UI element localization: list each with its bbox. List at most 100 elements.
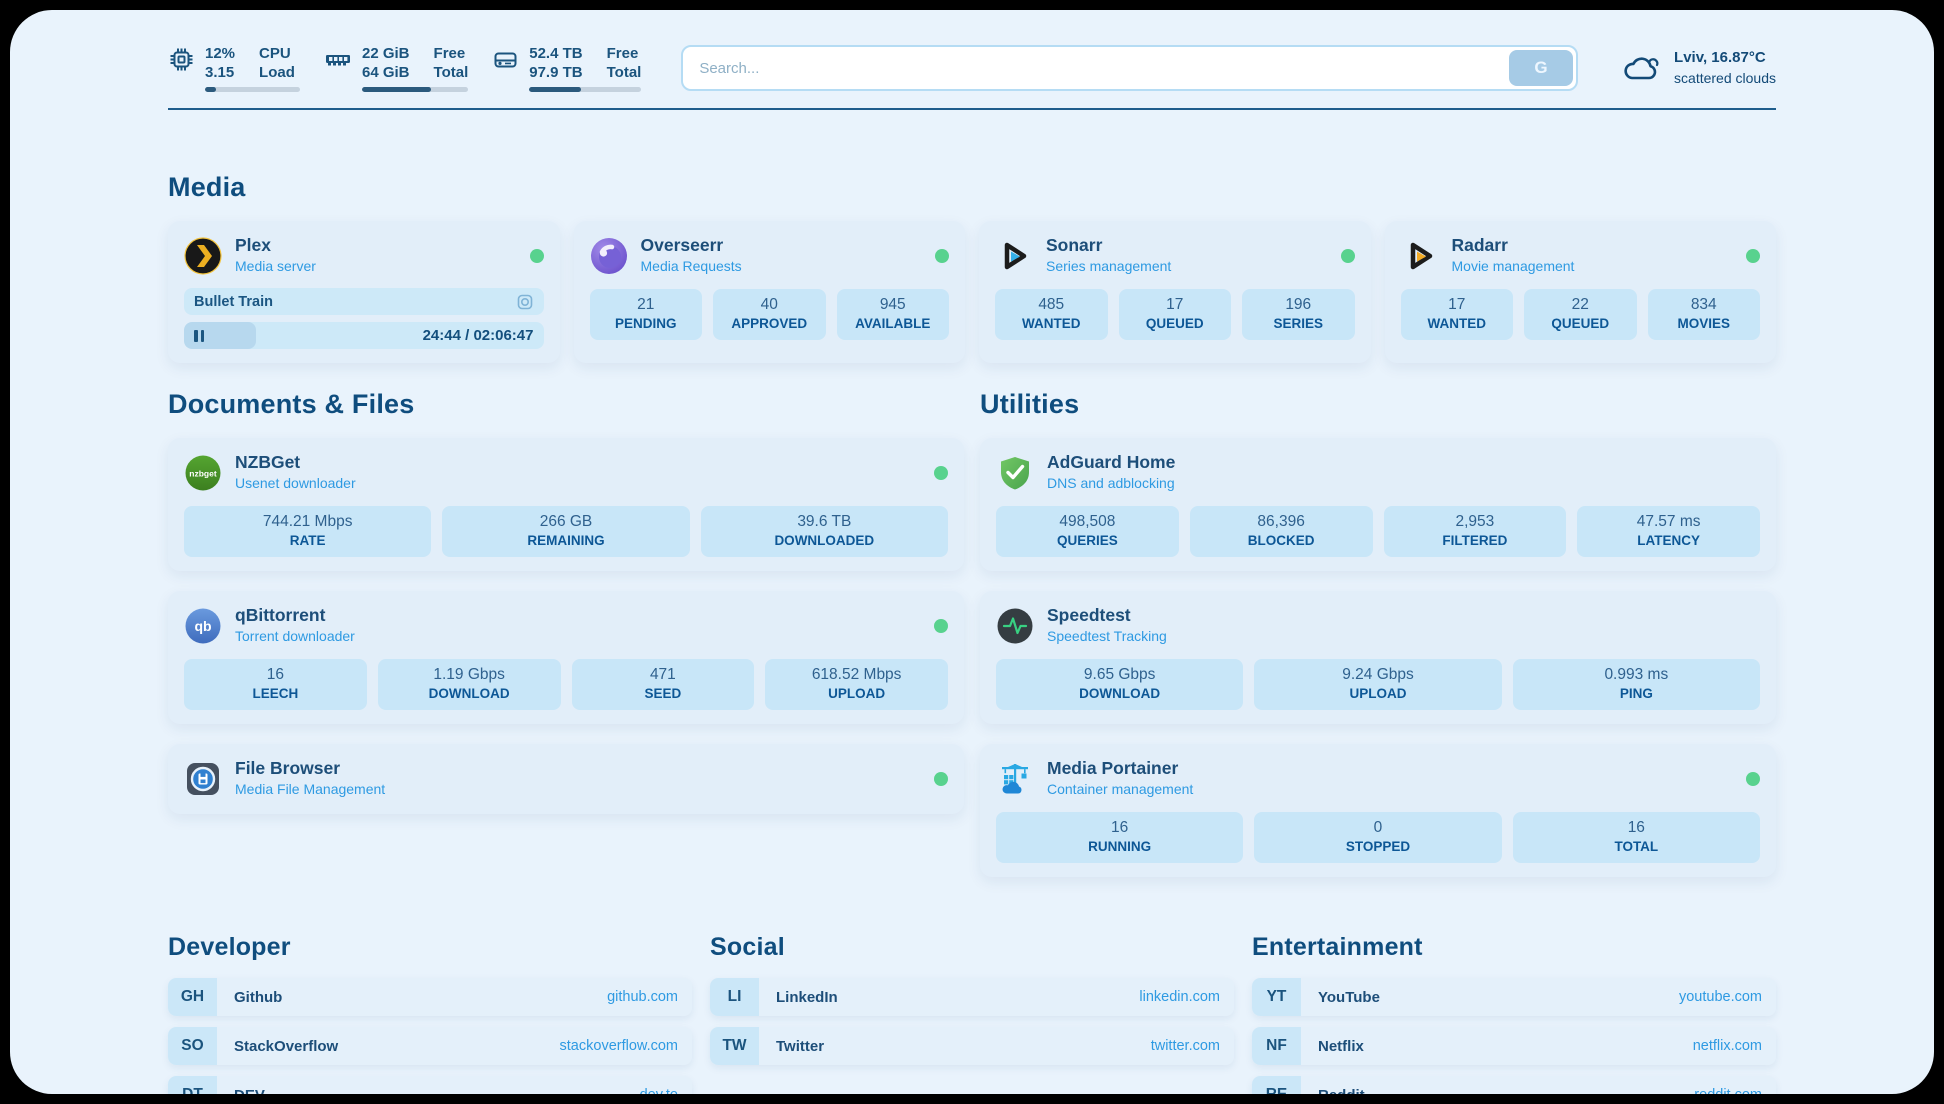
link-abbr-badge: LI [710, 978, 759, 1016]
disk-icon [492, 46, 519, 73]
adguard-card[interactable]: AdGuard Home DNS and adblocking 498,508 … [980, 438, 1776, 571]
status-dot [1746, 249, 1760, 263]
now-playing-row: Bullet Train [184, 288, 544, 315]
stat-box: 0.993 ms PING [1512, 659, 1760, 710]
app-name: NZBGet [235, 452, 301, 472]
search-input[interactable] [681, 45, 1579, 91]
stat-box: 40 APPROVED [713, 289, 826, 340]
developer-links: Developer GH Github github.com SO StackO… [168, 933, 692, 1094]
cpu-stat-group: 12% 3.15 CPU Load [168, 44, 300, 92]
speedtest-card[interactable]: Speedtest Speedtest Tracking 9.65 Gbps D… [980, 591, 1776, 724]
link-abbr-badge: DT [168, 1076, 217, 1094]
weather-widget: Lviv, 16.87°C scattered clouds [1622, 48, 1776, 88]
link-youtube[interactable]: YT YouTube youtube.com [1252, 978, 1776, 1016]
link-abbr-badge: GH [168, 978, 217, 1016]
status-dot [935, 249, 949, 263]
stat-box: 17 QUEUED [1118, 289, 1231, 340]
status-dot [1746, 772, 1760, 786]
cpu-progress-bar [205, 87, 300, 92]
cpu-usage-value: 12% [205, 45, 236, 62]
app-name: AdGuard Home [1047, 452, 1176, 472]
app-name: File Browser [235, 758, 341, 778]
link-dev[interactable]: DT DEV dev.to [168, 1076, 692, 1094]
link-twitter[interactable]: TW Twitter twitter.com [710, 1027, 1234, 1065]
svg-text:qb: qb [194, 618, 211, 634]
overseerr-icon [590, 237, 628, 275]
app-description: Media Requests [640, 258, 742, 274]
section-title-media: Media [168, 172, 246, 202]
playback-time: 24:44 / 02:06:47 [422, 327, 534, 344]
app-name: qBittorrent [235, 605, 326, 625]
status-dot [934, 772, 948, 786]
cpu-icon [168, 46, 195, 73]
portainer-card[interactable]: Media Portainer Container management 16 … [980, 744, 1776, 877]
ram-free-value: 22 GiB [362, 45, 410, 62]
media-type-icon[interactable] [516, 293, 534, 311]
link-abbr-badge: SO [168, 1027, 217, 1065]
app-name: Sonarr [1046, 235, 1103, 255]
stat-box: 2,953 FILTERED [1383, 506, 1567, 557]
weather-condition: scattered clouds [1674, 70, 1776, 86]
cpu-usage-label: CPU [259, 45, 291, 62]
stat-box: 86,396 BLOCKED [1189, 506, 1373, 557]
search-engine-button[interactable]: G [1509, 50, 1574, 86]
ram-progress-bar [362, 87, 469, 92]
sonarr-card[interactable]: Sonarr Series management 485 WANTED 17 Q… [979, 221, 1371, 363]
entertainment-links: Entertainment YT YouTube youtube.com NF … [1252, 933, 1776, 1094]
stat-box: 471 SEED [571, 659, 755, 710]
app-name: Overseerr [640, 235, 724, 255]
section-title-social: Social [710, 933, 785, 961]
overseerr-card[interactable]: Overseerr Media Requests 21 PENDING 40 A… [573, 221, 965, 363]
disk-stat-group: 52.4 TB 97.9 TB Free Total [492, 44, 642, 92]
section-title-developer: Developer [168, 933, 291, 961]
link-reddit[interactable]: RE Reddit reddit.com [1252, 1076, 1776, 1094]
plex-card[interactable]: Plex Media server Bullet Train [168, 221, 560, 363]
app-name: Media Portainer [1047, 758, 1179, 778]
app-description: DNS and adblocking [1047, 475, 1175, 491]
stat-box: 196 SERIES [1242, 289, 1355, 340]
section-title-documents: Documents & Files [168, 389, 415, 419]
nzbget-card[interactable]: nzbget NZBGet Usenet downloader 744.21 M… [168, 438, 964, 571]
app-description: Media File Management [235, 781, 386, 797]
disk-free-label: Free [606, 45, 639, 62]
sonarr-icon [995, 237, 1033, 275]
link-netflix[interactable]: NF Netflix netflix.com [1252, 1027, 1776, 1065]
app-name: Radarr [1451, 235, 1508, 255]
link-github[interactable]: GH Github github.com [168, 978, 692, 1016]
pause-icon[interactable] [194, 329, 204, 342]
status-dot [934, 466, 948, 480]
header: 12% 3.15 CPU Load [168, 44, 1776, 92]
ram-total-label: Total [433, 64, 469, 81]
app-description: Speedtest Tracking [1047, 628, 1167, 644]
radarr-icon [1401, 237, 1439, 275]
stat-box: 16 RUNNING [996, 812, 1244, 863]
social-links: Social LI LinkedIn linkedin.com TW Twitt… [710, 933, 1234, 1076]
section-title-utilities: Utilities [980, 389, 1080, 419]
system-stats: 12% 3.15 CPU Load [168, 44, 642, 92]
cloud-icon [1622, 52, 1662, 84]
qbittorrent-card[interactable]: qb qBittorrent Torrent downloader 16 LEE… [168, 591, 964, 724]
ram-stat-group: 22 GiB 64 GiB Free Total [324, 44, 469, 92]
filebrowser-card[interactable]: File Browser Media File Management [168, 744, 964, 814]
now-playing-title: Bullet Train [194, 293, 273, 310]
link-abbr-badge: RE [1252, 1076, 1301, 1094]
ram-icon [324, 46, 352, 73]
stat-box: 22 QUEUED [1524, 289, 1637, 340]
stat-box: 0 STOPPED [1254, 812, 1502, 863]
link-stackoverflow[interactable]: SO StackOverflow stackoverflow.com [168, 1027, 692, 1065]
qbittorrent-icon: qb [184, 607, 222, 645]
link-abbr-badge: NF [1252, 1027, 1301, 1065]
app-name: Plex [235, 235, 271, 255]
link-abbr-badge: TW [710, 1027, 759, 1065]
section-title-entertainment: Entertainment [1252, 933, 1423, 961]
stat-box: 9.65 Gbps DOWNLOAD [996, 659, 1244, 710]
playback-progress-bar[interactable]: 24:44 / 02:06:47 [184, 322, 544, 349]
media-card-grid: Plex Media server Bullet Train [168, 221, 1776, 363]
link-linkedin[interactable]: LI LinkedIn linkedin.com [710, 978, 1234, 1016]
status-dot [934, 619, 948, 633]
adguard-icon [996, 454, 1034, 492]
app-description: Container management [1047, 781, 1194, 797]
radarr-card[interactable]: Radarr Movie management 17 WANTED 22 QUE… [1384, 221, 1776, 363]
header-divider [168, 108, 1776, 110]
stat-box: 945 AVAILABLE [836, 289, 949, 340]
